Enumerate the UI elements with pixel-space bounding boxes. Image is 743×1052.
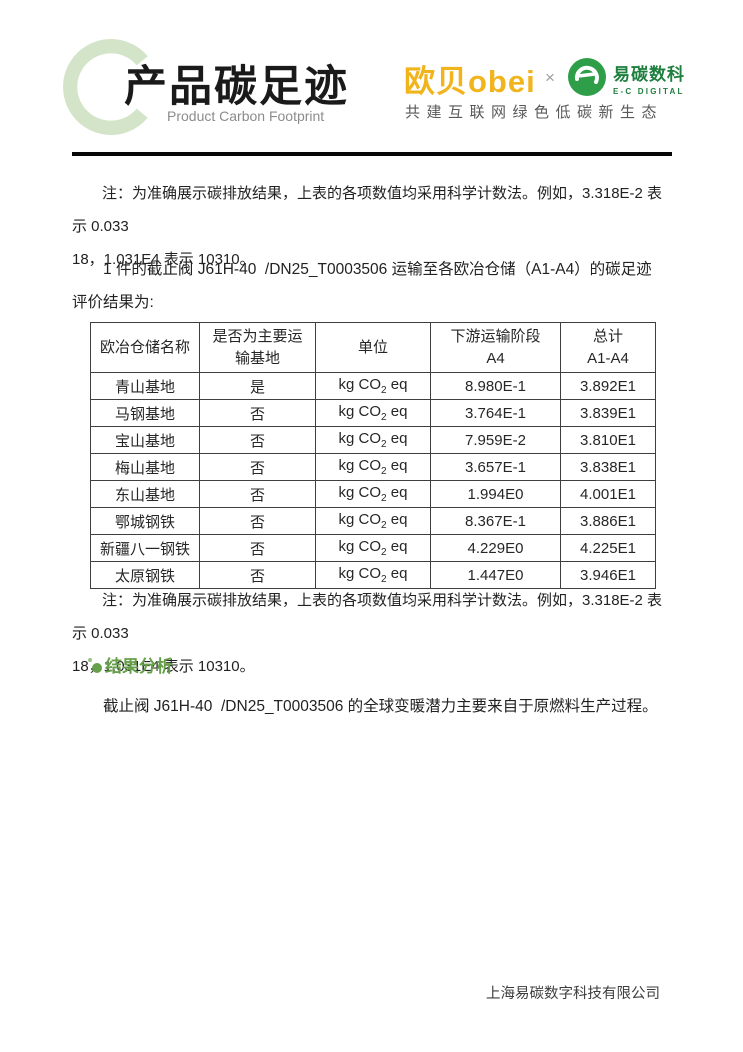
bullet-dot-icon — [92, 663, 102, 673]
table-header-row: 欧冶仓储名称 是否为主要运 输基地 单位 下游运输阶段 A4 总计 A1-A4 — [90, 322, 656, 373]
obei-partner-logo: 欧贝obei — [404, 64, 536, 99]
carbon-c-logo-icon — [63, 39, 148, 135]
company-footer: 上海易碳数字科技有限公司 — [486, 986, 660, 1002]
warehouse-name: 宝山基地 — [90, 426, 200, 454]
cross-separator: × — [545, 68, 555, 87]
col-header-unit: 单位 — [315, 322, 431, 373]
warehouse-name: 梅山基地 — [90, 453, 200, 481]
scientific-notation-note-top: 注：为准确展示碳排放结果，上表的各项数值均采用科学计数法。例如，3.318E-2… — [72, 185, 663, 268]
unit-cell: kg CO2 eq — [315, 399, 431, 427]
unit-cell: kg CO2 eq — [315, 507, 431, 535]
a4-value: 3.657E-1 — [430, 453, 561, 481]
table-row: 梅山基地 否 kg CO2 eq 3.657E-1 3.838E1 — [90, 453, 656, 481]
a4-value: 1.447E0 — [430, 561, 561, 589]
brand-name: 易碳数科 — [613, 65, 685, 84]
is-main-base: 否 — [199, 453, 316, 481]
header-divider — [72, 152, 672, 156]
table-row: 新疆八一钢铁 否 kg CO2 eq 4.229E0 4.225E1 — [90, 534, 656, 562]
warehouse-name: 东山基地 — [90, 480, 200, 508]
col-header-a4: 下游运输阶段 A4 — [430, 322, 561, 373]
is-main-base: 否 — [199, 399, 316, 427]
unit-cell: kg CO2 eq — [315, 426, 431, 454]
table-row: 马钢基地 否 kg CO2 eq 3.764E-1 3.839E1 — [90, 399, 656, 427]
bullet-small-dot-icon — [88, 658, 92, 662]
col-header-total: 总计 A1-A4 — [560, 322, 656, 373]
a4-value: 3.764E-1 — [430, 399, 561, 427]
analysis-paragraph: 截止阀 J61H-40 /DN25_T0003506 的全球变暖潜力主要来自于原… — [103, 698, 658, 715]
total-value: 4.001E1 — [560, 480, 656, 508]
page-title: 产品碳足迹 — [124, 63, 349, 111]
table-row: 东山基地 否 kg CO2 eq 1.994E0 4.001E1 — [90, 480, 656, 508]
col-header-main-base: 是否为主要运 输基地 — [199, 322, 316, 373]
unit-cell: kg CO2 eq — [315, 561, 431, 589]
ec-digital-logo-icon — [568, 58, 606, 96]
warehouse-name: 青山基地 — [90, 372, 200, 400]
is-main-base: 否 — [199, 561, 316, 589]
scientific-notation-note-bottom: 注：为准确展示碳排放结果，上表的各项数值均采用科学计数法。例如，3.318E-2… — [72, 592, 663, 675]
total-value: 3.886E1 — [560, 507, 656, 535]
ec-digital-brand: 易碳数科 E-C DIGITAL — [613, 60, 685, 96]
total-value: 3.946E1 — [560, 561, 656, 589]
warehouse-name: 新疆八一钢铁 — [90, 534, 200, 562]
warehouse-name: 太原钢铁 — [90, 561, 200, 589]
analysis-section-heading: 结果分析 — [88, 655, 173, 679]
page-subtitle: Product Carbon Footprint — [167, 108, 325, 124]
warehouse-name: 马钢基地 — [90, 399, 200, 427]
is-main-base: 否 — [199, 426, 316, 454]
brand-subname: E-C DIGITAL — [613, 87, 685, 96]
unit-cell: kg CO2 eq — [315, 372, 431, 400]
a4-value: 8.980E-1 — [430, 372, 561, 400]
total-value: 3.810E1 — [560, 426, 656, 454]
header-tagline: 共建互联网绿色低碳新生态 — [405, 104, 664, 121]
carbon-footprint-table: 欧冶仓储名称 是否为主要运 输基地 单位 下游运输阶段 A4 总计 A1-A4 青山基… — [90, 322, 656, 589]
unit-cell: kg CO2 eq — [315, 453, 431, 481]
a4-value: 1.994E0 — [430, 480, 561, 508]
total-value: 3.892E1 — [560, 372, 656, 400]
warehouse-name: 鄂城钢铁 — [90, 507, 200, 535]
is-main-base: 是 — [199, 372, 316, 400]
col-header-warehouse: 欧冶仓储名称 — [90, 322, 200, 373]
table-row: 太原钢铁 否 kg CO2 eq 1.447E0 3.946E1 — [90, 561, 656, 589]
table-row: 宝山基地 否 kg CO2 eq 7.959E-2 3.810E1 — [90, 426, 656, 454]
unit-cell: kg CO2 eq — [315, 534, 431, 562]
is-main-base: 否 — [199, 480, 316, 508]
analysis-heading-label: 结果分析 — [105, 657, 173, 676]
a4-value: 8.367E-1 — [430, 507, 561, 535]
is-main-base: 否 — [199, 507, 316, 535]
unit-cell: kg CO2 eq — [315, 480, 431, 508]
is-main-base: 否 — [199, 534, 316, 562]
total-value: 3.838E1 — [560, 453, 656, 481]
a4-value: 4.229E0 — [430, 534, 561, 562]
table-row: 鄂城钢铁 否 kg CO2 eq 8.367E-1 3.886E1 — [90, 507, 656, 535]
a4-value: 7.959E-2 — [430, 426, 561, 454]
intro-paragraph: 1 件的截止阀 J61H-40 /DN25_T0003506 运输至各欧冶仓储（… — [72, 261, 652, 311]
table-row: 青山基地 是 kg CO2 eq 8.980E-1 3.892E1 — [90, 372, 656, 400]
total-value: 3.839E1 — [560, 399, 656, 427]
total-value: 4.225E1 — [560, 534, 656, 562]
